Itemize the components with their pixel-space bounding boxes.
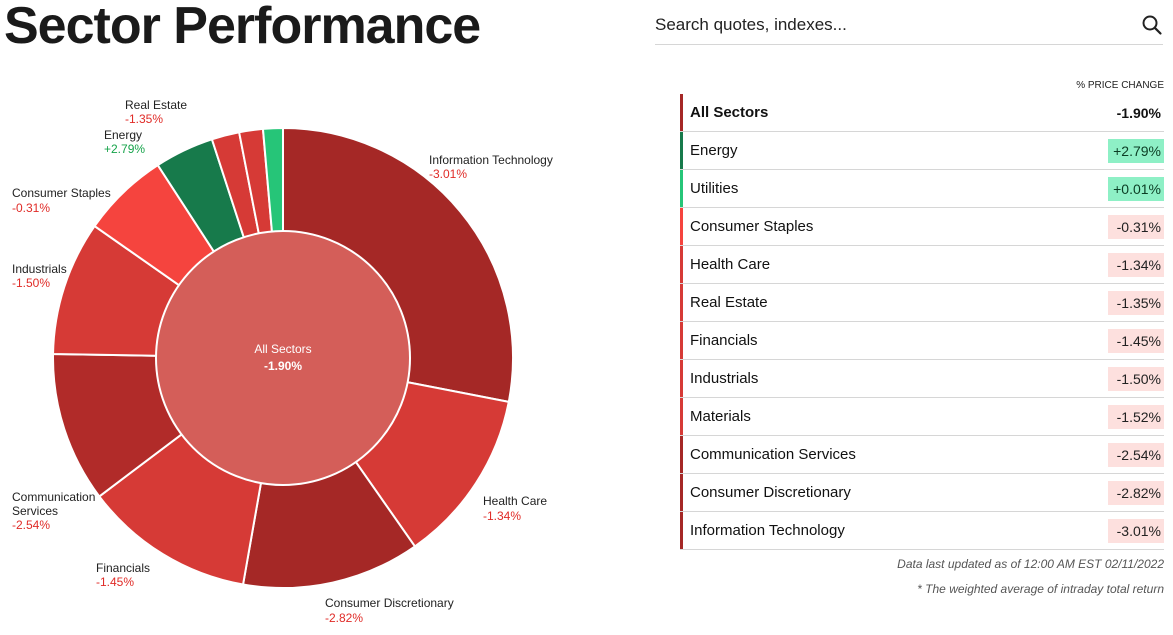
sector-name: Materials xyxy=(690,408,751,425)
slice-label-line-2: Services xyxy=(12,504,58,518)
table-row-financials[interactable]: Financials -1.45% xyxy=(680,322,1164,360)
slice-value: -1.50% xyxy=(12,276,50,290)
search-input[interactable] xyxy=(655,12,1125,38)
slice-value: -1.34% xyxy=(483,509,521,523)
slice-value: -2.54% xyxy=(12,518,50,532)
search-bar[interactable] xyxy=(655,8,1163,45)
slice-label: Real Estate xyxy=(125,98,187,112)
row-color-bar xyxy=(680,322,683,359)
sector-name: Industrials xyxy=(690,370,759,387)
slice-value: -1.35% xyxy=(125,112,163,126)
slice-label: Energy xyxy=(104,128,142,142)
row-color-bar xyxy=(680,512,683,549)
label-health-care: Health Care -1.34% xyxy=(483,494,547,523)
price-change-badge: -3.01% xyxy=(1108,518,1164,543)
table-row-materials[interactable]: Materials -1.52% xyxy=(680,398,1164,436)
table-row-health-care[interactable]: Health Care -1.34% xyxy=(680,246,1164,284)
table-row-communication-services[interactable]: Communication Services -2.54% xyxy=(680,436,1164,474)
sector-name: Utilities xyxy=(690,180,739,197)
sector-name: Consumer Discretionary xyxy=(690,484,851,501)
row-color-bar xyxy=(680,398,683,435)
row-color-bar xyxy=(680,94,683,131)
sector-name: Health Care xyxy=(690,256,771,273)
price-change-badge: -1.50% xyxy=(1108,366,1164,391)
slice-label: Consumer Discretionary xyxy=(325,596,454,610)
row-color-bar xyxy=(680,436,683,473)
slice-label: Health Care xyxy=(483,494,547,508)
row-color-bar xyxy=(680,170,683,207)
weighted-average-note: * The weighted average of intraday total… xyxy=(917,582,1164,596)
table-row-all-sectors[interactable]: All Sectors -1.90% xyxy=(680,94,1164,132)
center-circle[interactable] xyxy=(155,230,411,486)
row-color-bar xyxy=(680,284,683,321)
table-row-information-technology[interactable]: Information Technology -3.01% xyxy=(680,512,1164,550)
price-change-badge: -2.82% xyxy=(1108,480,1164,505)
column-header: % PRICE CHANGE xyxy=(1076,80,1164,91)
row-color-bar xyxy=(680,474,683,511)
table-row-industrials[interactable]: Industrials -1.50% xyxy=(680,360,1164,398)
table-row-consumer-staples[interactable]: Consumer Staples -0.31% xyxy=(680,208,1164,246)
sector-name: Communication Services xyxy=(690,446,856,463)
sector-name: Consumer Staples xyxy=(690,218,814,235)
center-label: All Sectors xyxy=(254,342,311,356)
search-icon[interactable] xyxy=(1141,14,1163,36)
price-change-badge: -1.52% xyxy=(1108,404,1164,429)
price-change-badge: -1.34% xyxy=(1108,252,1164,277)
label-real-estate: Real Estate -1.35% xyxy=(125,98,187,126)
label-energy: Energy +2.79% xyxy=(104,128,145,156)
price-change-badge: -1.90% xyxy=(1116,104,1161,121)
sector-name: Information Technology xyxy=(690,522,845,539)
sector-rows: All Sectors -1.90% Energy +2.79% Utilities +0… xyxy=(680,94,1164,550)
label-communication-services: Communication Services -2.54% xyxy=(12,490,95,532)
row-color-bar xyxy=(680,360,683,397)
slice-value: -3.01% xyxy=(429,167,467,181)
table-row-real-estate[interactable]: Real Estate -1.35% xyxy=(680,284,1164,322)
center-value: -1.90% xyxy=(264,359,302,373)
table-row-energy[interactable]: Energy +2.79% xyxy=(680,132,1164,170)
price-change-badge: +2.79% xyxy=(1108,138,1164,163)
page-title: Sector Performance xyxy=(4,0,481,55)
slice-label-line-1: Communication xyxy=(12,490,95,504)
label-information-technology: Information Technology -3.01% xyxy=(429,153,553,181)
price-change-badge: -2.54% xyxy=(1108,442,1164,467)
table-row-consumer-discretionary[interactable]: Consumer Discretionary -2.82% xyxy=(680,474,1164,512)
price-change-badge: -1.45% xyxy=(1108,328,1164,353)
slice-label: Financials xyxy=(96,561,150,575)
label-consumer-staples: Consumer Staples -0.31% xyxy=(12,186,111,215)
row-color-bar xyxy=(680,132,683,169)
slice-value: +2.79% xyxy=(104,142,145,156)
price-change-badge: +0.01% xyxy=(1108,176,1164,201)
slice-label: Information Technology xyxy=(429,153,553,167)
slice-label: Industrials xyxy=(12,262,67,276)
price-change-badge: -0.31% xyxy=(1108,214,1164,239)
price-change-badge: -1.35% xyxy=(1108,290,1164,315)
sector-table: % PRICE CHANGE All Sectors -1.90% Energy +2… xyxy=(680,78,1164,550)
row-color-bar xyxy=(680,246,683,283)
row-color-bar xyxy=(680,208,683,245)
sector-name: Real Estate xyxy=(690,294,768,311)
slice-value: -1.45% xyxy=(96,575,134,589)
label-industrials: Industrials -1.50% xyxy=(12,262,67,290)
last-updated-note: Data last updated as of 12:00 AM EST 02/… xyxy=(897,557,1164,571)
slice-value: -0.31% xyxy=(12,201,50,215)
label-consumer-discretionary: Consumer Discretionary -2.82% xyxy=(325,596,454,625)
sector-name: All Sectors xyxy=(690,104,769,121)
slice-value: -2.82% xyxy=(325,611,363,625)
sector-name: Energy xyxy=(690,142,738,159)
sector-donut-chart: All Sectors -1.90% Information Technolog… xyxy=(12,98,553,625)
sector-name: Financials xyxy=(690,332,758,349)
label-financials: Financials -1.45% xyxy=(96,561,150,589)
slice-label: Consumer Staples xyxy=(12,186,111,200)
table-row-utilities[interactable]: Utilities +0.01% xyxy=(680,170,1164,208)
